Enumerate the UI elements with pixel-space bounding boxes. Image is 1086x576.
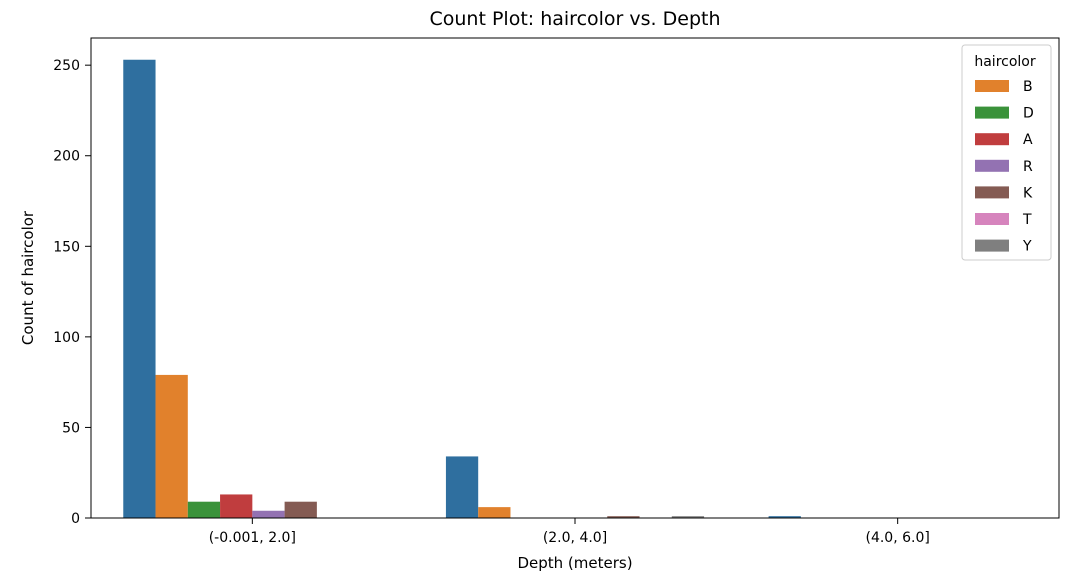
bar-s5-c1 xyxy=(607,516,640,518)
legend-swatch-Y xyxy=(975,239,1009,252)
legend-label-A: A xyxy=(1023,132,1033,148)
legend-swatch-R xyxy=(975,159,1009,172)
x-tick-label-0: (-0.001, 2.0] xyxy=(209,530,296,546)
legend-title: haircolor xyxy=(974,54,1036,70)
bar-s5-c0 xyxy=(284,501,317,518)
legend-label-D: D xyxy=(1023,106,1034,122)
bar-s0-c1 xyxy=(445,456,479,518)
legend-label-K: K xyxy=(1023,185,1033,201)
legend-label-B: B xyxy=(1023,79,1033,95)
legend-swatch-B xyxy=(975,80,1009,92)
bar-s7-c1 xyxy=(671,516,705,518)
y-tick-label-4: 200 xyxy=(53,149,80,165)
legend-label-R: R xyxy=(1023,159,1033,175)
chart-title: Count Plot: haircolor vs. Depth xyxy=(430,8,721,30)
y-axis-ticks: 0 50 100 150 200 250 xyxy=(53,58,91,527)
y-tick-label-1: 50 xyxy=(62,420,80,436)
plot-frame xyxy=(90,37,1060,519)
bar-s0-c0 xyxy=(123,59,156,519)
bars-group xyxy=(123,59,801,519)
bar-s1-c1 xyxy=(478,507,511,518)
bar-s1-c0 xyxy=(155,374,188,518)
legend-swatch-T xyxy=(975,213,1009,225)
legend-swatch-D xyxy=(975,106,1009,119)
legend-label-T: T xyxy=(1022,212,1032,228)
legend-swatch-K xyxy=(975,186,1009,199)
x-axis-label: Depth (meters) xyxy=(517,554,632,572)
y-tick-label-3: 150 xyxy=(53,239,80,255)
y-tick-label-2: 100 xyxy=(53,330,80,346)
legend-label-Y: Y xyxy=(1022,239,1032,255)
y-tick-label-5: 250 xyxy=(53,58,80,74)
x-tick-label-2: (4.0, 6.0] xyxy=(865,530,929,546)
bar-s2-c0 xyxy=(187,501,221,518)
bar-s3-c0 xyxy=(220,494,253,518)
bar-s0-c2 xyxy=(768,516,801,518)
y-tick-label-0: 0 xyxy=(71,511,80,527)
legend-frame xyxy=(961,44,1052,261)
bar-s4-c0 xyxy=(252,510,285,518)
y-axis-label: Count of haircolor xyxy=(19,210,37,345)
x-tick-label-1: (2.0, 4.0] xyxy=(543,530,607,546)
legend-swatch-A xyxy=(975,133,1009,146)
x-axis-ticks: (-0.001, 2.0] (2.0, 4.0] (4.0, 6.0] xyxy=(209,518,930,546)
